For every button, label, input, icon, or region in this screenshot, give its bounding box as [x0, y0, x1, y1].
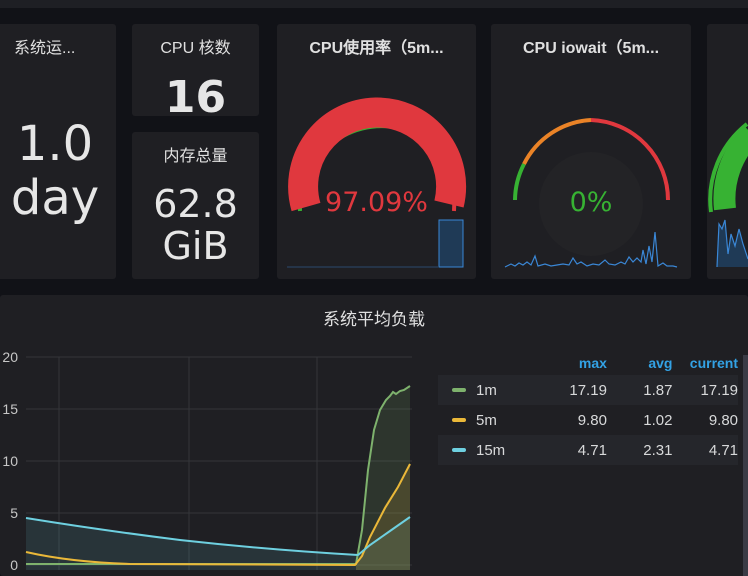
partial-gauge — [708, 122, 748, 268]
cpu-iowait-value: 0% — [569, 187, 613, 218]
uptime-unit: day — [10, 170, 100, 226]
legend-header: max avg current — [438, 355, 738, 375]
y-tick-0: 0 — [10, 557, 18, 573]
uptime-value: 1.0 — [16, 116, 94, 172]
legend-scrollbar[interactable] — [743, 355, 748, 576]
top-bar — [0, 0, 748, 8]
panel-cpu-usage[interactable]: CPU使用率（5m... 97.09% — [277, 24, 476, 279]
legend-header-max[interactable]: max — [578, 355, 607, 371]
panel-partial-gauge[interactable] — [707, 24, 748, 279]
legend-current: 17.19 — [700, 381, 739, 399]
cpu-usage-gauge — [287, 97, 467, 268]
y-tick-10: 10 — [2, 453, 18, 469]
legend-row-5m[interactable]: 5m 9.80 1.02 9.80 — [438, 405, 738, 435]
legend-current: 4.71 — [708, 441, 739, 459]
legend-avg: 1.02 — [643, 411, 673, 429]
legend-row-1m[interactable]: 1m 17.19 1.87 17.19 — [438, 375, 738, 405]
series-color-swatch — [452, 388, 466, 392]
legend-max: 17.19 — [569, 381, 607, 399]
panel-memory-total[interactable]: 内存总量 62.8 GiB — [132, 132, 259, 279]
legend-row-15m[interactable]: 15m 4.71 2.31 4.71 — [438, 435, 738, 465]
series-name[interactable]: 5m — [476, 411, 497, 429]
series-color-swatch — [452, 418, 466, 422]
legend-max: 4.71 — [577, 441, 607, 459]
legend-header-avg[interactable]: avg — [648, 355, 673, 371]
series-name[interactable]: 15m — [476, 441, 506, 459]
y-tick-20: 20 — [2, 349, 18, 365]
y-tick-15: 15 — [2, 401, 18, 417]
y-tick-5: 5 — [10, 505, 18, 521]
legend-current: 9.80 — [708, 411, 739, 429]
series-color-swatch — [452, 448, 466, 452]
panel-uptime[interactable]: 系统运... 1.0 day — [0, 24, 116, 279]
cpu-iowait-gauge — [504, 118, 678, 268]
legend-table: max avg current 1m 17.19 1.87 17.19 5m 9… — [438, 355, 738, 465]
panel-title: 内存总量 — [163, 148, 228, 165]
panel-title: CPU 核数 — [160, 40, 231, 57]
panel-title: 系统平均负载 — [323, 310, 425, 329]
panel-cpu-iowait[interactable]: CPU iowait（5m... 0% — [491, 24, 691, 279]
series-name[interactable]: 1m — [476, 381, 497, 399]
cpu-usage-value: 97.09% — [325, 187, 428, 218]
memory-unit: GiB — [162, 224, 229, 268]
legend-avg: 2.31 — [643, 441, 673, 459]
panel-cpu-cores[interactable]: CPU 核数 16 — [132, 24, 259, 116]
cpu-cores-value: 16 — [164, 72, 227, 116]
panel-title: CPU iowait（5m... — [522, 40, 660, 57]
legend-avg: 1.87 — [643, 381, 673, 399]
panel-title: CPU使用率（5m... — [309, 40, 444, 57]
panel-title: 系统运... — [14, 40, 76, 57]
legend-max: 9.80 — [577, 411, 607, 429]
legend-header-current[interactable]: current — [689, 355, 739, 371]
memory-value: 62.8 — [153, 182, 238, 226]
